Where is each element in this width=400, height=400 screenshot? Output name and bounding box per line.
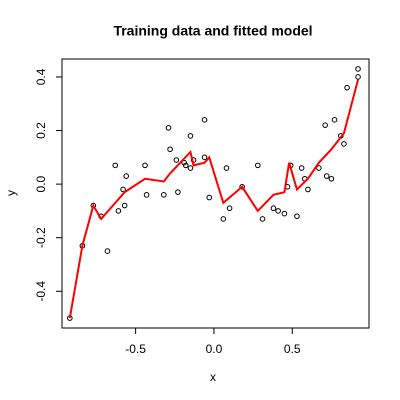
data-point [112,162,119,169]
data-point [328,175,335,182]
data-point [206,194,213,201]
y-tick-label: -0.4 [34,281,48,302]
data-point [322,122,328,128]
data-point [165,125,172,131]
plot-box [61,58,370,329]
data-point [270,205,277,212]
data-point [331,117,338,123]
data-point [175,189,181,195]
data-point [281,210,288,217]
data-point [123,173,130,179]
data-point [294,213,300,220]
data-point [226,205,233,212]
data-point [187,133,194,139]
data-point [115,208,122,214]
x-tick-label: -0.5 [125,342,146,356]
data-point [201,117,208,123]
data-point [298,165,305,171]
x-axis-label: x [210,370,216,384]
data-point [355,74,361,80]
data-point [239,184,245,190]
data-point [120,186,126,193]
data-point [201,154,208,161]
data-point [316,165,322,171]
y-tick-label: 0.0 [34,175,48,192]
data-point [341,141,347,147]
chart-title: Training data and fitted model [113,23,312,39]
y-tick-label: -0.2 [34,227,48,248]
data-point [254,162,261,169]
data-point [344,84,350,91]
data-point [143,192,150,198]
data-point [161,192,167,198]
data-point [323,173,330,179]
data-point [182,162,189,169]
data-point [220,216,227,222]
y-tick-label: 0.4 [34,68,48,85]
y-axis-label: y [4,190,18,196]
data-point [355,66,361,72]
data-point [121,202,128,209]
data-point [187,165,194,171]
data-point [305,186,311,193]
data-point [275,208,281,214]
fitted-line [68,79,360,319]
data-point [104,248,111,254]
x-tick-label: 0.5 [284,342,301,356]
data-point [142,162,148,169]
data-point [259,216,266,222]
data-point [173,157,180,163]
data-point [223,165,230,171]
data-point [167,146,173,153]
x-tick-label: 0.0 [206,342,223,356]
y-tick-label: 0.2 [34,122,48,139]
